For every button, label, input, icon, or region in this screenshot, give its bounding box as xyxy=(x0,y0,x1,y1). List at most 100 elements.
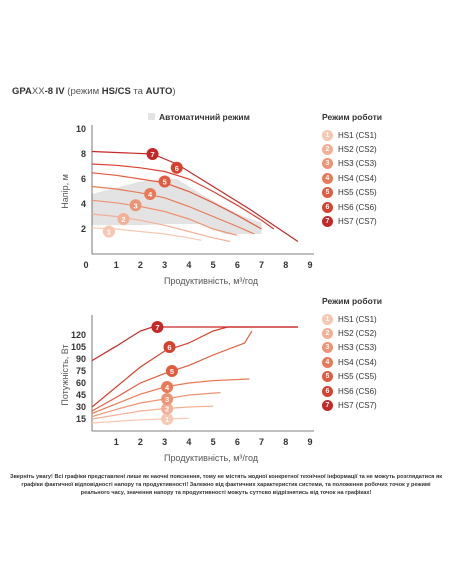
legend-marker-hs6: 6 xyxy=(322,385,333,397)
series-marker-label-hs3: 3 xyxy=(134,201,138,210)
y-axis-label: Потужність, Вт xyxy=(60,344,70,405)
series-marker-hs7 xyxy=(146,148,159,160)
legend-marker-hs7: 7 xyxy=(322,400,333,412)
legend-marker-hs7: 7 xyxy=(322,216,333,228)
legend-bottom-heading: Режим роботи xyxy=(322,296,382,306)
legend-marker-hs4: 4 xyxy=(322,356,333,368)
series-marker-label-hs2: 2 xyxy=(165,405,169,414)
series-marker-label-hs6: 6 xyxy=(167,343,171,352)
series-line-hs5 xyxy=(91,172,262,230)
origin-label: 0 xyxy=(83,260,88,270)
y-tick-label: 90 xyxy=(76,354,86,364)
series-line-hs6 xyxy=(91,326,298,408)
legend-top-heading: Режим роботи xyxy=(322,112,382,122)
legend-item-hs3: 3 HS3 (CS3) xyxy=(322,157,382,171)
x-tick-label: 6 xyxy=(235,437,240,447)
model-prefix: GPA xyxy=(12,86,32,97)
x-tick-label: 1 xyxy=(114,437,119,447)
legend-label-hs4: HS4 (CS4) xyxy=(338,357,377,367)
series-marker-hs2 xyxy=(161,402,174,415)
x-tick-label: 8 xyxy=(283,437,288,447)
legend-top: Режим роботи 1 HS1 (CS1) 2 HS2 (CS2) 3 HS3 (C… xyxy=(322,112,382,229)
x-tick-label: 2 xyxy=(138,260,143,270)
y-tick-label: 105 xyxy=(71,342,86,352)
x-axis-label: Продуктивність, м³/год xyxy=(164,276,259,286)
x-tick-label: 9 xyxy=(307,437,312,447)
legend-bottom: Режим роботи 1 HS1 (CS1) 2 HS2 (CS2) 3 HS3 (C… xyxy=(322,296,382,413)
legend-marker-hs3: 3 xyxy=(322,158,333,170)
x-tick-label: 6 xyxy=(235,260,240,270)
auto-mode-swatch xyxy=(148,113,155,120)
y-tick-label: 10 xyxy=(76,124,86,134)
legend-item-hs6: 6 HS6 (CS6) xyxy=(322,200,382,214)
legend-label-hs7: HS7 (CS7) xyxy=(338,401,377,411)
series-marker-label-hs1: 1 xyxy=(165,415,169,424)
series-marker-label-hs3: 3 xyxy=(165,395,169,404)
series-marker-label-hs6: 6 xyxy=(175,164,179,173)
legend-item-hs4: 4 HS4 (CS4) xyxy=(322,355,382,369)
legend-marker-hs4: 4 xyxy=(322,172,333,184)
mode-auto: AUTO xyxy=(145,86,173,97)
series-line-hs3 xyxy=(91,199,238,236)
y-tick-label: 4 xyxy=(81,199,86,209)
legend-label-hs7: HS7 (CS7) xyxy=(338,217,377,227)
y-tick-label: 75 xyxy=(76,366,86,376)
series-marker-label-hs1: 1 xyxy=(107,228,111,237)
series-marker-label-hs4: 4 xyxy=(148,190,153,199)
x-tick-label: 9 xyxy=(307,260,312,270)
series-marker-label-hs4: 4 xyxy=(165,383,170,392)
series-marker-label-hs5: 5 xyxy=(170,367,174,376)
x-tick-label: 3 xyxy=(162,260,167,270)
y-tick-label: 6 xyxy=(81,174,86,184)
x-tick-label: 4 xyxy=(186,437,191,447)
series-line-hs1 xyxy=(91,417,189,424)
series-marker-hs4 xyxy=(161,381,174,393)
legend-item-hs1: 1 HS1 (CS1) xyxy=(322,312,382,326)
disclaimer-note: Зверніть увагу! Всі графіки представлені… xyxy=(9,474,443,496)
series-marker-hs3 xyxy=(129,199,142,212)
legend-item-hs1: 1 HS1 (CS1) xyxy=(322,128,382,142)
series-marker-label-hs7: 7 xyxy=(155,323,159,332)
model-mid: XX xyxy=(31,86,45,97)
legend-label-hs1: HS1 (CS1) xyxy=(338,314,377,324)
legend-label-hs4: HS4 (CS4) xyxy=(338,173,377,183)
legend-item-hs2: 2 HS2 (CS2) xyxy=(322,326,382,340)
x-tick-label: 1 xyxy=(114,260,119,270)
legend-marker-hs2: 2 xyxy=(322,328,333,340)
legend-label-hs2: HS2 (CS2) xyxy=(338,329,377,339)
legend-label-hs2: HS2 (CS2) xyxy=(338,145,377,155)
series-marker-hs5 xyxy=(158,175,171,188)
x-tick-label: 7 xyxy=(259,437,264,447)
legend-marker-hs6: 6 xyxy=(322,201,333,213)
model-suffix: -8 IV xyxy=(44,86,65,97)
series-marker-hs6 xyxy=(163,341,176,353)
series-marker-label-hs2: 2 xyxy=(121,215,125,224)
y-axis-label: Напір, м xyxy=(60,174,70,209)
auto-mode-region xyxy=(92,179,262,234)
series-line-hs4 xyxy=(91,185,255,235)
legend-label-hs5: HS5 (CS5) xyxy=(338,372,377,382)
title-paren-open: (режим xyxy=(64,86,102,97)
series-marker-hs1 xyxy=(102,225,115,238)
legend-item-hs4: 4 HS4 (CS4) xyxy=(322,171,382,185)
title-paren-close: ) xyxy=(172,86,176,97)
series-line-hs2 xyxy=(91,405,214,420)
legend-label-hs3: HS3 (CS3) xyxy=(338,159,377,169)
series-marker-label-hs5: 5 xyxy=(163,178,167,187)
series-line-hs2 xyxy=(91,213,231,243)
y-tick-label: 8 xyxy=(81,149,86,159)
series-marker-hs4 xyxy=(144,188,157,200)
auto-mode-legend-label: Автоматичний режим xyxy=(159,112,250,122)
y-tick-label: 15 xyxy=(76,414,86,424)
legend-item-hs3: 3 HS3 (CS3) xyxy=(322,341,382,355)
y-tick-label: 2 xyxy=(81,224,86,234)
chart-title: GPAXX-8 IV (режим HS/CS та AUTO) xyxy=(12,86,176,97)
legend-label-hs6: HS6 (CS6) xyxy=(338,386,377,396)
legend-marker-hs1: 1 xyxy=(322,313,333,325)
legend-marker-hs1: 1 xyxy=(322,129,333,141)
legend-item-hs7: 7 HS7 (CS7) xyxy=(322,214,382,228)
x-tick-label: 5 xyxy=(211,437,216,447)
legend-label-hs3: HS3 (CS3) xyxy=(338,343,377,353)
